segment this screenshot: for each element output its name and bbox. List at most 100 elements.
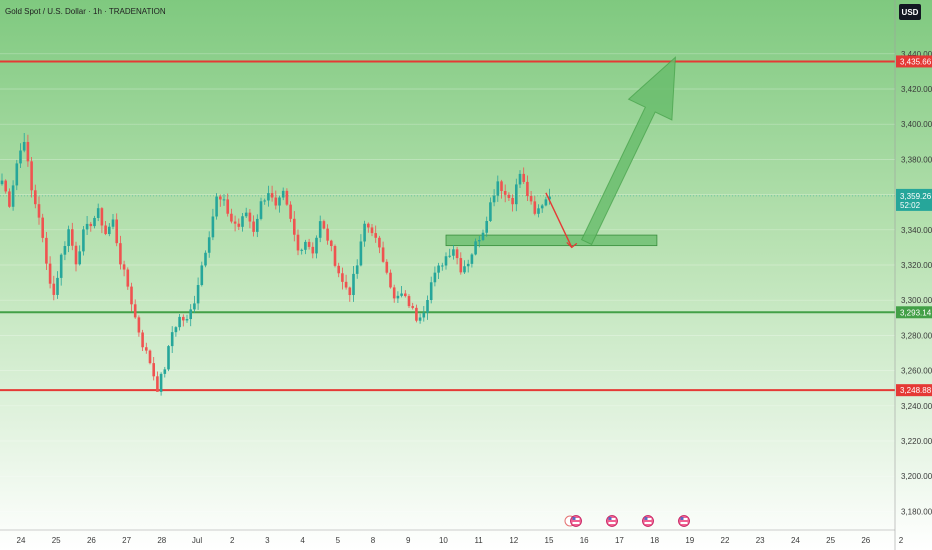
candle-body [163, 369, 167, 374]
candle-body [311, 246, 315, 254]
candle-body [34, 190, 37, 205]
candle-body [359, 241, 363, 266]
candle-body [156, 376, 159, 392]
candle-body [507, 194, 511, 198]
x-tick-label: 15 [545, 536, 554, 545]
candle-body [392, 287, 396, 299]
event-flag-stripe [644, 518, 652, 520]
candle-body [455, 249, 459, 259]
candle-body [185, 319, 189, 321]
candle-body [193, 303, 196, 310]
candle-body [415, 307, 418, 321]
candle-body [474, 241, 477, 255]
x-tick-label: 11 [474, 536, 483, 545]
candle-body [0, 180, 4, 185]
event-flag-icon [642, 515, 654, 527]
event-flag-icon [570, 515, 582, 527]
x-tick-label: 27 [122, 536, 131, 545]
candle-body [396, 295, 400, 299]
x-tick-label: 5 [336, 536, 341, 545]
candle-body [370, 227, 374, 234]
projection-down-line [545, 192, 573, 248]
x-axis: 24 25 26 27 28 Jul 2 3 4 5 8 9 10 11 12 15 16 17 18 19 22 23 2… [0, 529, 904, 545]
candle-body [244, 212, 248, 217]
chart-title: Gold Spot / U.S. Dollar · 1h · TRADENATI… [5, 7, 166, 16]
candles [0, 133, 551, 396]
candle-body [344, 281, 348, 288]
candle-body [503, 191, 507, 195]
zone-layer [445, 234, 658, 247]
candle-body [78, 251, 81, 265]
candle-body [529, 196, 533, 202]
candle-body [259, 201, 263, 219]
candle-body [41, 217, 44, 238]
x-tick-label: 23 [756, 536, 765, 545]
candle-body [304, 241, 307, 250]
y-tick-label: 3,320.00 [901, 261, 932, 270]
candle-body [363, 223, 366, 242]
candle-body [274, 197, 278, 206]
candle-body [459, 258, 463, 273]
candle-body [115, 219, 118, 244]
candle-body [104, 225, 107, 235]
candle-body [30, 161, 33, 191]
candle-body [385, 261, 389, 273]
level-tag-label-resistance: 3,435.66 [900, 57, 932, 66]
x-tick-label: 18 [650, 536, 659, 545]
candle-body [196, 285, 200, 304]
candle-body [111, 219, 115, 227]
candle-body [22, 141, 26, 151]
candle-body [141, 332, 144, 348]
last-price-countdown: 52:02 [900, 201, 921, 210]
y-tick-label: 3,440.00 [901, 50, 932, 59]
candle-body [411, 306, 414, 308]
candle-body [511, 197, 514, 205]
candle-body [200, 265, 204, 286]
candle-body [19, 150, 22, 164]
candle-body [204, 252, 207, 266]
candle-body [233, 221, 237, 224]
candle-body [219, 196, 222, 200]
candle-body [496, 181, 500, 196]
candle-body [333, 246, 337, 266]
candle-body [389, 272, 392, 288]
candle-body [230, 213, 233, 222]
candle-body [248, 212, 252, 222]
candle-body [326, 228, 329, 241]
projection-down-head [566, 241, 578, 249]
candle-body [252, 221, 255, 232]
candle-body [540, 205, 544, 209]
x-tick-label: 9 [406, 536, 411, 545]
candle-body [215, 196, 218, 217]
candle-body [518, 173, 522, 185]
event-flag-canton [608, 517, 612, 520]
candle-body [322, 221, 326, 229]
currency-label: USD [902, 8, 919, 17]
candle-body [441, 265, 444, 267]
last-price-tag [896, 188, 932, 211]
candle-body [182, 316, 185, 321]
event-flag-stripe [644, 522, 652, 524]
candle-body [367, 223, 370, 228]
candle-body [45, 237, 48, 264]
x-tick-label: Jul [192, 536, 202, 545]
candle-body [374, 233, 377, 238]
x-tick-label: 26 [87, 536, 96, 545]
candle-body [466, 263, 470, 267]
support-zone [445, 234, 658, 247]
candle-body [226, 199, 229, 214]
currency-button[interactable]: USD [899, 4, 921, 20]
x-tick-label: 4 [300, 536, 305, 545]
x-tick-label: 16 [580, 536, 589, 545]
candle-body [281, 190, 285, 198]
level-tag-low [896, 384, 932, 397]
x-tick-label: 28 [157, 536, 166, 545]
candle-body [119, 243, 122, 265]
candle-body [285, 190, 289, 205]
levels [0, 60, 895, 392]
candle-body [122, 264, 126, 270]
event-flag-circle [570, 515, 582, 527]
candle-body [481, 232, 485, 241]
candle-body [278, 197, 281, 206]
